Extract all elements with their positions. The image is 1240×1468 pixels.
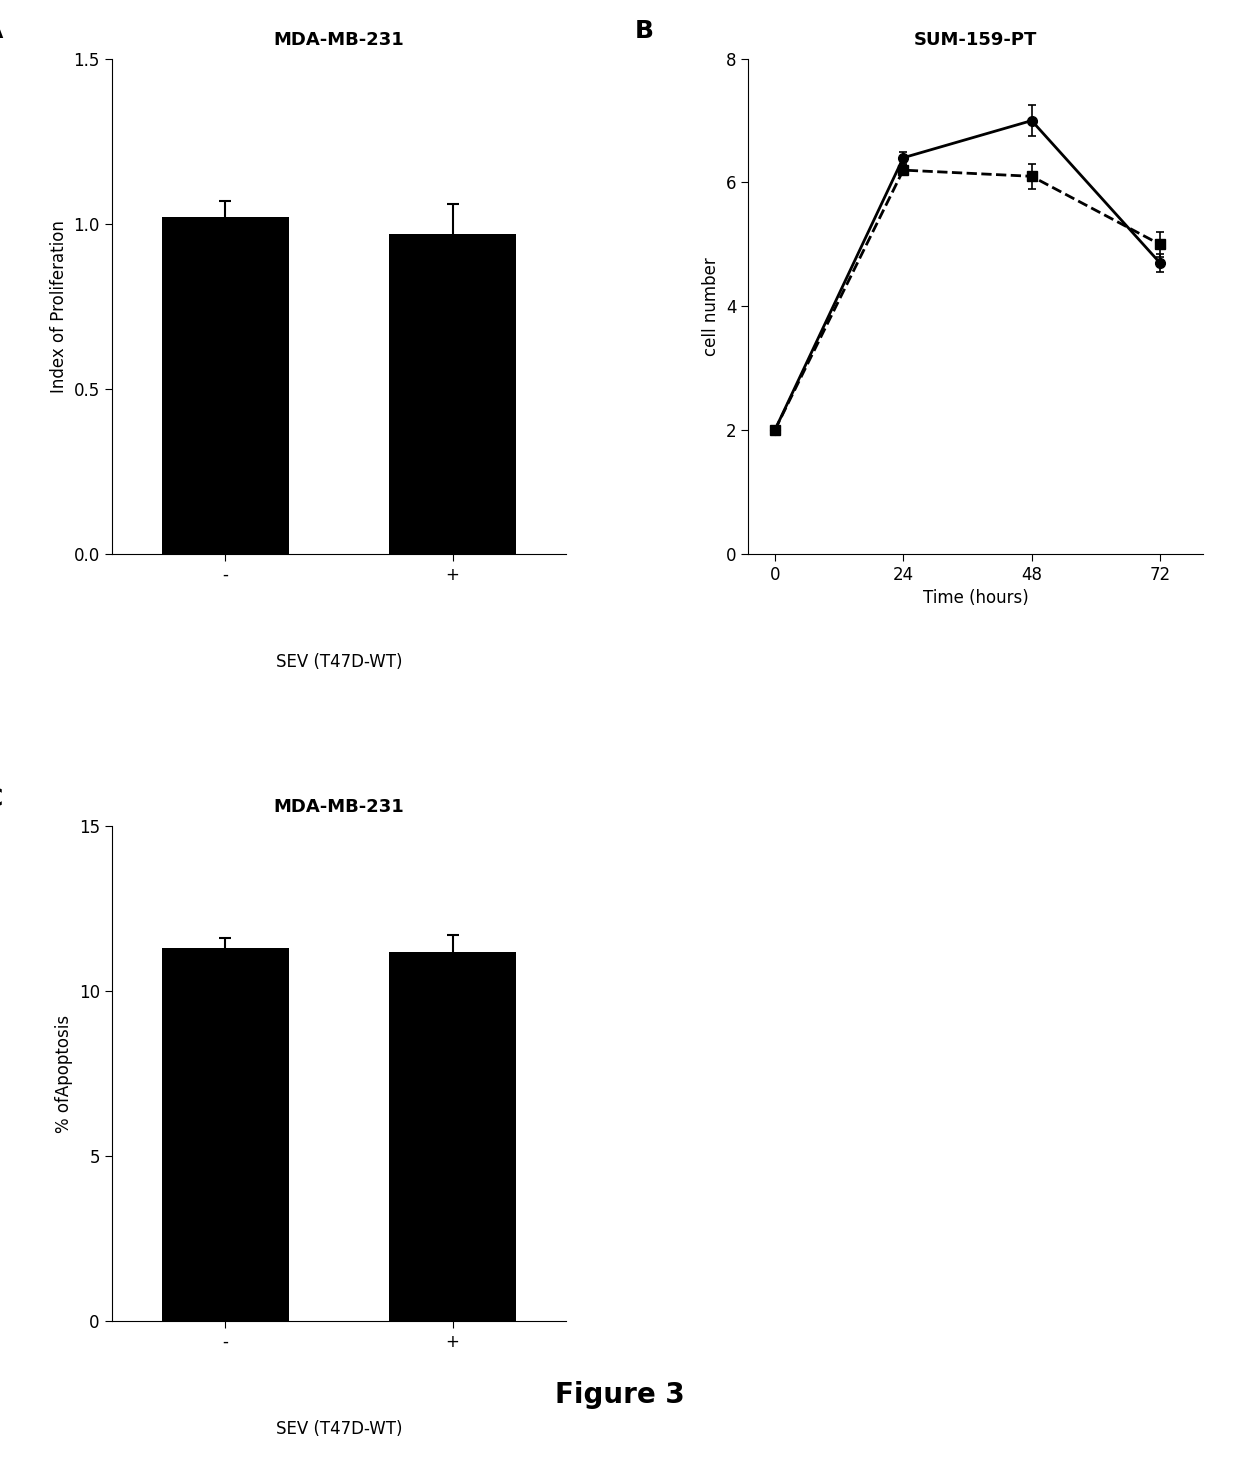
Bar bbox=[389, 233, 516, 553]
Text: SEV (T47D-WT): SEV (T47D-WT) bbox=[275, 1420, 402, 1439]
Text: A: A bbox=[0, 19, 4, 43]
Title: MDA-MB-231: MDA-MB-231 bbox=[274, 31, 404, 48]
Y-axis label: Index of Proliferation: Index of Proliferation bbox=[50, 220, 68, 393]
Y-axis label: % ofApoptosis: % ofApoptosis bbox=[55, 1014, 73, 1133]
Text: C: C bbox=[0, 787, 2, 810]
Y-axis label: cell number: cell number bbox=[702, 257, 720, 355]
Bar bbox=[161, 217, 289, 553]
Text: Figure 3: Figure 3 bbox=[556, 1381, 684, 1409]
Title: MDA-MB-231: MDA-MB-231 bbox=[274, 799, 404, 816]
Bar bbox=[389, 951, 516, 1321]
Title: SUM-159-PT: SUM-159-PT bbox=[914, 31, 1037, 48]
X-axis label: Time (hours): Time (hours) bbox=[923, 589, 1028, 608]
Text: SEV (T47D-WT): SEV (T47D-WT) bbox=[275, 653, 402, 671]
Text: B: B bbox=[635, 19, 653, 43]
Bar bbox=[161, 948, 289, 1321]
